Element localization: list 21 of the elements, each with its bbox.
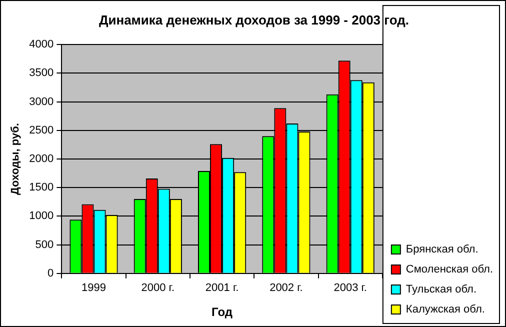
x-tick-label: 1999 — [82, 282, 106, 294]
y-tick-label: 2500 — [29, 124, 54, 136]
x-axis-title: Год — [212, 305, 233, 320]
x-tick-label: 2001 г. — [205, 282, 239, 294]
y-tick-label: 0 — [48, 267, 54, 280]
x-tick-label: 2000 г. — [141, 282, 175, 294]
y-tick-label: 3000 — [29, 96, 54, 108]
legend-label: Тульская обл. — [406, 284, 477, 296]
y-tick-label: 500 — [35, 238, 54, 251]
y-tick-label: 1000 — [29, 210, 54, 222]
y-axis-title: Доходы, руб. — [10, 123, 22, 195]
legend-label: Калужская обл. — [406, 304, 485, 316]
chart-title: Динамика денежных доходов за 1999 - 2003 год. — [98, 12, 410, 28]
y-tick-label: 3500 — [29, 67, 54, 80]
x-tick-label: 2002 г. — [270, 282, 303, 294]
y-tick-label: 2000 — [29, 153, 54, 166]
y-tick-label: 1500 — [29, 182, 54, 194]
legend-label: Брянская обл. — [406, 244, 478, 256]
legend-label: Смоленская обл. — [406, 264, 493, 276]
x-tick-label: 2003 г. — [334, 282, 367, 294]
y-tick-label: 4000 — [29, 38, 54, 51]
